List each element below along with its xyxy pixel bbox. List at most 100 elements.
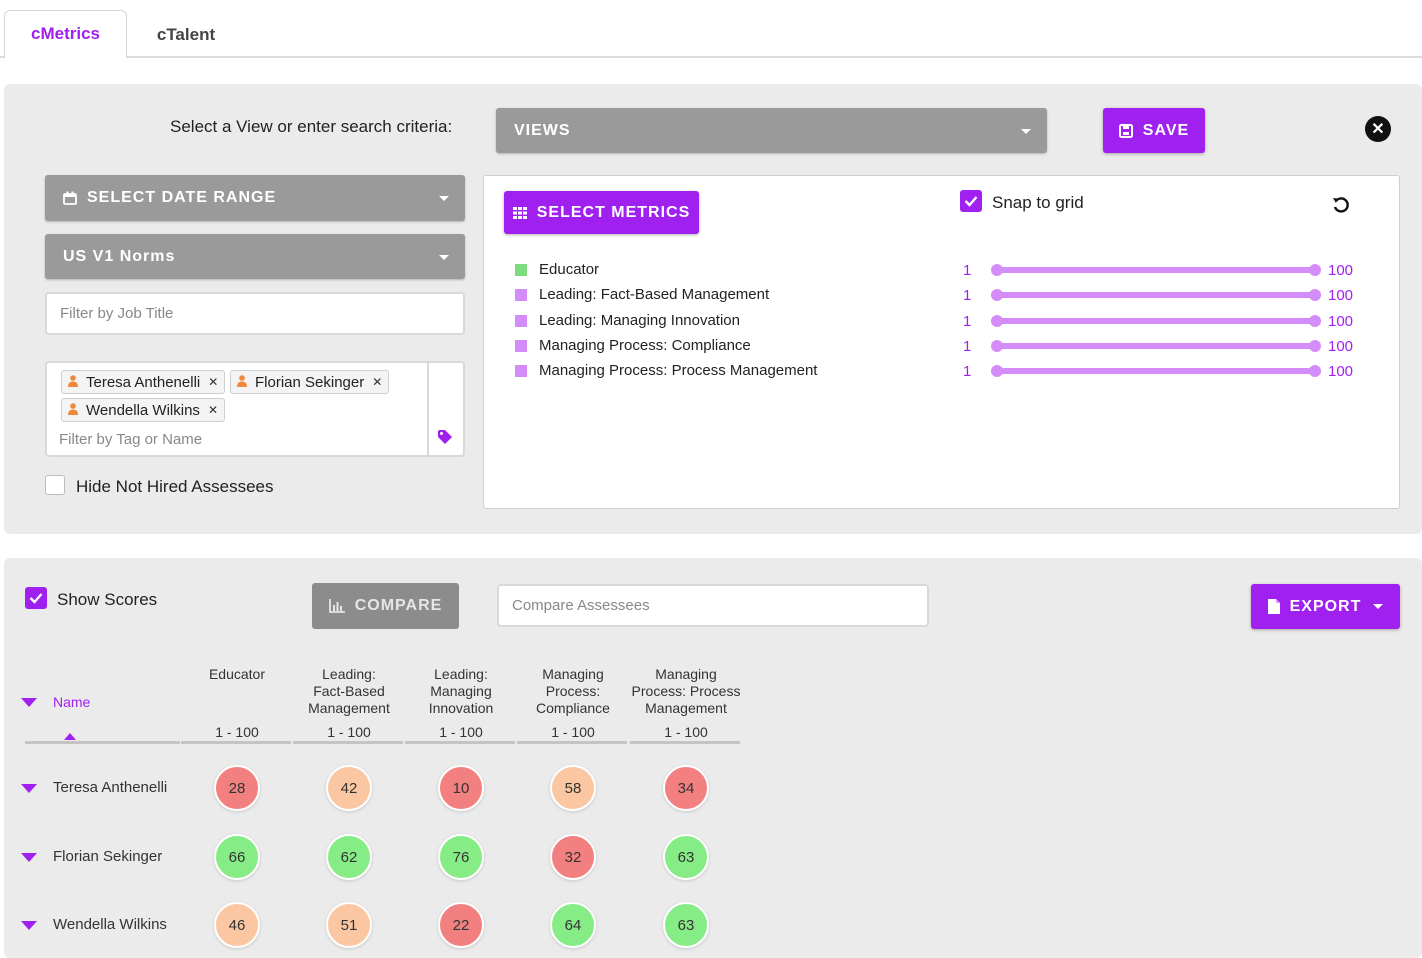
chevron-down-icon (439, 254, 449, 260)
export-button[interactable]: EXPORT (1251, 584, 1400, 629)
sort-menu-icon[interactable] (21, 698, 37, 707)
snap-to-grid-checkbox[interactable] (960, 190, 982, 212)
score-badge: 64 (550, 902, 596, 948)
column-header-line: Management (308, 700, 390, 716)
column-header-line: Leading: (322, 666, 376, 682)
metric-row: Managing Process: Compliance 1 100 (515, 336, 1375, 356)
metric-name: Educator (539, 261, 600, 278)
assessee-name[interactable]: Teresa Anthenelli (53, 779, 168, 796)
assessee-name[interactable]: Florian Sekinger (53, 848, 163, 865)
check-icon (964, 196, 978, 207)
calendar-icon (63, 191, 77, 205)
person-icon (68, 402, 78, 419)
score-badge: 28 (214, 765, 260, 811)
name-column-header[interactable]: Name (53, 694, 91, 710)
row-menu-icon[interactable] (21, 853, 37, 862)
compare-assessees-placeholder: Compare Assessees (512, 597, 650, 614)
metric-name: Leading: Managing Innovation (539, 312, 740, 329)
header-underline (293, 741, 403, 744)
tab-ctalent[interactable]: cTalent (156, 24, 216, 44)
score-badge: 10 (438, 765, 484, 811)
header-underline (405, 741, 515, 744)
hide-not-hired-checkbox[interactable] (45, 475, 65, 495)
views-dropdown[interactable]: VIEWS (496, 108, 1047, 153)
select-metrics-button[interactable]: SELECT METRICS (504, 191, 699, 234)
column-header[interactable]: Leading: Fact-Based Management (293, 666, 405, 717)
compare-button[interactable]: COMPARE (312, 583, 459, 629)
metric-max-value: 100 (1328, 338, 1354, 355)
chip-teresa-anthenelli: Teresa Anthenelli ✕ (61, 370, 226, 394)
date-range-dropdown[interactable]: SELECT DATE RANGE (45, 175, 465, 221)
tag-name-filter[interactable]: Teresa Anthenelli ✕ Florian Sekinger ✕ W… (45, 361, 465, 457)
select-metrics-label: SELECT METRICS (536, 203, 691, 221)
score-badge: 34 (663, 765, 709, 811)
column-header-line: Management (645, 700, 727, 716)
row-menu-icon[interactable] (21, 784, 37, 793)
save-button[interactable]: SAVE (1103, 108, 1205, 153)
person-icon (68, 374, 78, 391)
remove-chip-icon[interactable]: ✕ (208, 375, 219, 389)
score-badge: 58 (550, 765, 596, 811)
slider-min-handle[interactable] (991, 315, 1003, 327)
column-header-line: Process: (545, 683, 601, 699)
score-badge: 66 (214, 834, 260, 880)
column-range: 1 - 100 (664, 724, 708, 740)
close-icon[interactable]: ✕ (1365, 116, 1391, 142)
column-range: 1 - 100 (439, 724, 483, 740)
show-scores-checkbox[interactable] (25, 587, 47, 609)
slider-max-handle[interactable] (1309, 264, 1321, 276)
metric-min-value: 1 (963, 338, 972, 355)
tag-icon[interactable] (437, 429, 453, 450)
metric-name: Managing Process: Process Management (539, 362, 818, 379)
row-menu-icon[interactable] (21, 921, 37, 930)
slider-max-handle[interactable] (1309, 340, 1321, 352)
column-header[interactable]: Educator (181, 666, 293, 683)
metric-min-value: 1 (963, 313, 972, 330)
slider-min-handle[interactable] (991, 264, 1003, 276)
divider (427, 363, 429, 455)
metric-row: Leading: Managing Innovation 1 100 (515, 311, 1375, 331)
tag-filter-placeholder: Filter by Tag or Name (59, 431, 203, 448)
metric-range-slider[interactable] (991, 340, 1321, 352)
sort-ascending-icon[interactable] (64, 733, 76, 740)
metric-color-swatch (515, 340, 527, 352)
metric-range-slider[interactable] (991, 315, 1321, 327)
hide-not-hired-label: Hide Not Hired Assessees (76, 477, 274, 496)
save-button-label: SAVE (1142, 121, 1190, 139)
slider-max-handle[interactable] (1309, 365, 1321, 377)
norms-label: US V1 Norms (63, 247, 176, 265)
slider-max-handle[interactable] (1309, 289, 1321, 301)
column-header[interactable]: Managing Process: Compliance (517, 666, 629, 717)
score-badge: 32 (550, 834, 596, 880)
score-badge: 62 (326, 834, 372, 880)
slider-max-handle[interactable] (1309, 315, 1321, 327)
remove-chip-icon[interactable]: ✕ (372, 375, 383, 389)
column-header[interactable]: Leading: Managing Innovation (405, 666, 517, 717)
norms-dropdown[interactable]: US V1 Norms (45, 234, 465, 279)
column-header[interactable]: Managing Process: Process Management (630, 666, 742, 717)
reset-icon[interactable] (1331, 195, 1351, 220)
column-header-line: Leading: (434, 666, 488, 682)
remove-chip-icon[interactable]: ✕ (207, 403, 218, 417)
slider-min-handle[interactable] (991, 340, 1003, 352)
floppy-disk-icon (1118, 123, 1133, 138)
metric-range-slider[interactable] (991, 289, 1321, 301)
slider-min-handle[interactable] (991, 289, 1003, 301)
column-range: 1 - 100 (215, 724, 259, 740)
assessee-name[interactable]: Wendella Wilkins (53, 916, 167, 933)
column-header-line: Managing (655, 666, 717, 682)
metric-range-slider[interactable] (991, 264, 1321, 276)
score-badge: 76 (438, 834, 484, 880)
slider-min-handle[interactable] (991, 365, 1003, 377)
job-title-filter-input[interactable]: Filter by Job Title (45, 292, 465, 335)
compare-assessees-input[interactable]: Compare Assessees (497, 584, 929, 627)
file-icon (1267, 599, 1280, 614)
metric-min-value: 1 (963, 262, 972, 279)
metric-row: Managing Process: Process Management 1 100 (515, 361, 1375, 381)
column-header-line: Compliance (536, 700, 610, 716)
chip-label: Wendella Wilkins (86, 401, 200, 419)
person-icon (237, 374, 247, 391)
tab-cmetrics[interactable]: cMetrics (4, 10, 127, 59)
metric-range-slider[interactable] (991, 365, 1321, 377)
metric-max-value: 100 (1328, 287, 1354, 304)
